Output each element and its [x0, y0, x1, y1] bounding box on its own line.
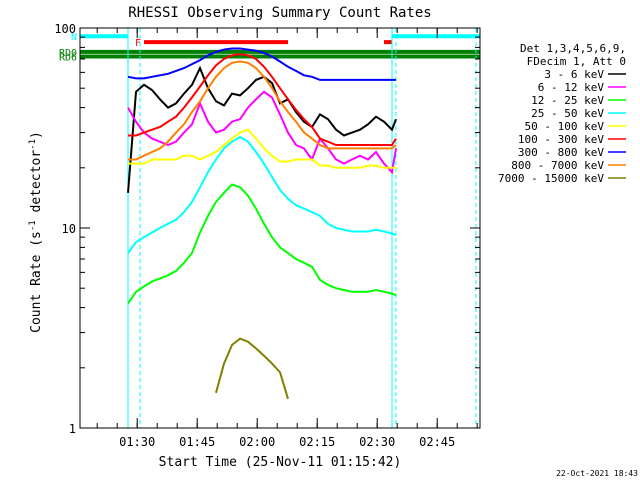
y-tick-label: 1 [69, 422, 76, 436]
footer-date: 22-Oct-2021 18:43 [556, 469, 638, 478]
legend-label-6-12-kev: 6 - 12 keV [538, 81, 605, 94]
series-800-7000-kev-line [128, 60, 397, 161]
series-12-25-kev-line [127, 183, 397, 304]
chart-title: RHESSI Observing Summary Count Rates [128, 5, 431, 21]
legend: Det 1,3,4,5,6,9,FDecim 1, Att 03 - 6 keV… [498, 42, 626, 185]
y-tick-label: 100 [54, 22, 76, 36]
series-100-300-kev-line [128, 53, 397, 146]
flag-rd6-label: RD6 [59, 53, 77, 64]
series-6-12-kev-line [127, 90, 397, 175]
legend-label-25-50-kev: 25 - 50 keV [531, 107, 604, 120]
y-tick-label: 10 [62, 222, 76, 236]
x-axis-ticks: 01:30 01:45 02:00 02:15 02:30 02:45 [96, 28, 478, 449]
x-tick-label: 02:15 [299, 435, 335, 449]
flag-n-label: N [71, 32, 77, 43]
series-300-800-kev-line [127, 47, 396, 81]
flag-rd0-label: RD0 [59, 48, 77, 59]
x-tick-label: 02:30 [359, 435, 395, 449]
vertical-markers [127, 28, 477, 428]
legend-header: FDecim 1, Att 0 [527, 55, 626, 68]
legend-label-100-300-kev: 100 - 300 keV [518, 133, 604, 146]
legend-header: Det 1,3,4,5,6,9, [520, 42, 626, 55]
x-tick-label: 01:45 [179, 435, 215, 449]
x-axis-label: Start Time (25-Nov-11 01:15:42) [159, 455, 402, 470]
series-25-50-kev-line [127, 135, 397, 254]
x-tick-label: 02:00 [239, 435, 275, 449]
series-50-100-kev-line [128, 128, 396, 169]
flag-f-label: F [135, 38, 141, 49]
legend-label-50-100-kev: 50 - 100 keV [525, 120, 605, 133]
series-7000-15000-kev-line [215, 337, 289, 400]
legend-label-800-7000-kev: 800 - 7000 keV [511, 159, 604, 172]
legend-label-12-25-kev: 12 - 25 keV [531, 94, 604, 107]
series-lines [127, 47, 397, 400]
x-tick-label: 01:30 [119, 435, 155, 449]
legend-label-3-6-kev: 3 - 6 keV [544, 68, 604, 81]
y-axis-ticks: 1 10 100 [54, 22, 480, 436]
x-tick-label: 02:45 [419, 435, 455, 449]
legend-label-7000-15000-kev: 7000 - 15000 keV [498, 172, 604, 185]
legend-label-300-800-kev: 300 - 800 keV [518, 146, 604, 159]
y-axis-label: Count Rate (s-1 detector-1) [28, 131, 44, 333]
